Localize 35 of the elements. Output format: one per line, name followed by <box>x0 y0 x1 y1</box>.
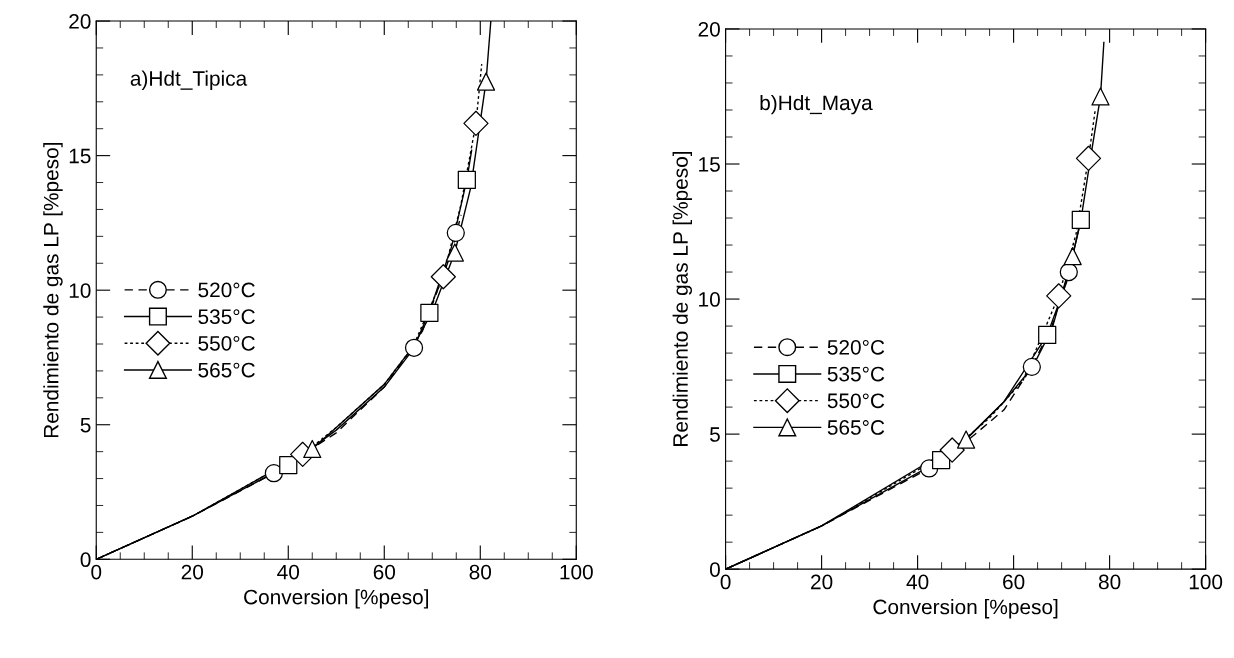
x-tick-label: 100 <box>560 564 593 580</box>
x-tick-label: 0 <box>720 574 731 590</box>
legend-label: 520°C <box>198 282 255 298</box>
y-tick-label: 15 <box>69 148 91 164</box>
legend-label: 565°C <box>198 362 255 378</box>
x-tick-label: 60 <box>1003 574 1025 590</box>
y-tick-label: 0 <box>80 552 91 568</box>
legend-label: 550°C <box>827 393 885 409</box>
legend-label: 550°C <box>198 335 255 351</box>
legend-label: 520°C <box>827 339 885 355</box>
legend-label: 535°C <box>827 366 885 382</box>
y-axis-title: Rendimiento de gas LP [%peso] <box>43 143 63 438</box>
y-tick-label: 10 <box>69 283 91 298</box>
y-tick-label: 15 <box>699 157 720 172</box>
x-axis-title: Conversion [%peso] <box>873 599 1058 619</box>
x-tick-label: 20 <box>181 564 204 580</box>
annotation: a)Hdt_Tipica <box>130 70 248 90</box>
y-tick-label: 10 <box>699 292 720 307</box>
annotation: b)Hdt_Maya <box>760 94 873 115</box>
y-axis-title: Rendimiento de gas LP [%peso] <box>672 151 692 446</box>
x-tick-label: 80 <box>469 564 492 580</box>
y-tick-label: 5 <box>80 417 91 433</box>
legend-label: 535°C <box>198 309 255 325</box>
x-tick-label: 60 <box>373 564 396 580</box>
x-tick-label: 100 <box>1189 574 1223 590</box>
x-tick-label: 0 <box>91 564 102 580</box>
x-axis-title: Conversion [%peso] <box>244 589 429 609</box>
y-tick-label: 5 <box>709 427 720 442</box>
legend-label: 565°C <box>827 420 885 435</box>
x-tick-label: 40 <box>277 564 300 580</box>
y-tick-label: 20 <box>698 21 720 37</box>
x-tick-label: 80 <box>1098 574 1121 590</box>
y-tick-label: 20 <box>69 14 91 29</box>
x-tick-label: 40 <box>906 574 929 590</box>
x-tick-label: 20 <box>811 574 833 590</box>
